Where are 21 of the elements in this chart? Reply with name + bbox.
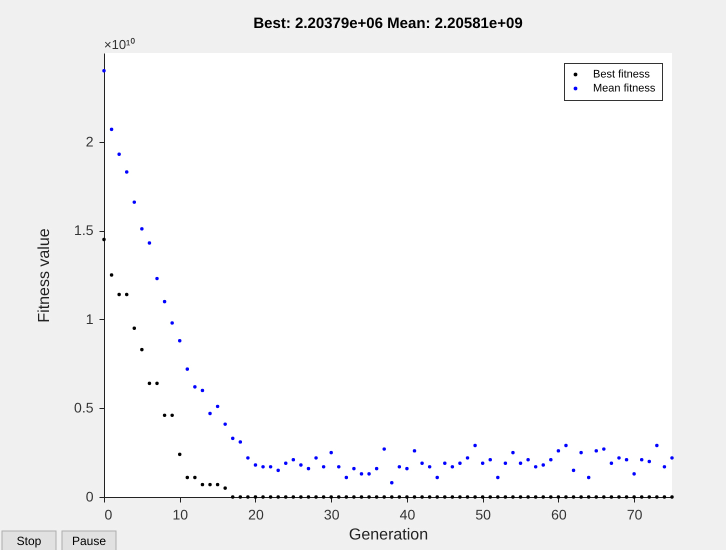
y-tick-label: 1.5 (74, 222, 94, 238)
x-tick-label: 10 (172, 506, 188, 522)
y-axis-title: Fitness value (36, 228, 54, 323)
x-tick-label: 0 (104, 506, 112, 522)
y-tick-label: 2 (86, 133, 94, 150)
text: Stop (16, 534, 42, 548)
legend-label: Best fitness (593, 68, 650, 80)
text: Pause (72, 534, 106, 548)
chart-title: Best: 2.20379e+06 Mean: 2.20581e+09 (253, 15, 523, 32)
x-tick-label: 70 (626, 506, 643, 522)
legend-label: Mean fitness (593, 82, 656, 94)
y-tick-label: 0 (86, 488, 94, 504)
x-tick-label: 30 (324, 506, 340, 522)
y-tick-label: 0.5 (74, 400, 94, 416)
text: ×10¹⁰ (104, 37, 136, 52)
x-tick-label: 60 (551, 506, 567, 522)
x-tick-label: 20 (248, 506, 264, 522)
x-tick-label: 50 (475, 506, 492, 522)
x-tick-label: 40 (400, 506, 416, 522)
y-tick-label: 1 (86, 310, 94, 327)
x-axis-title: Generation (348, 526, 428, 544)
